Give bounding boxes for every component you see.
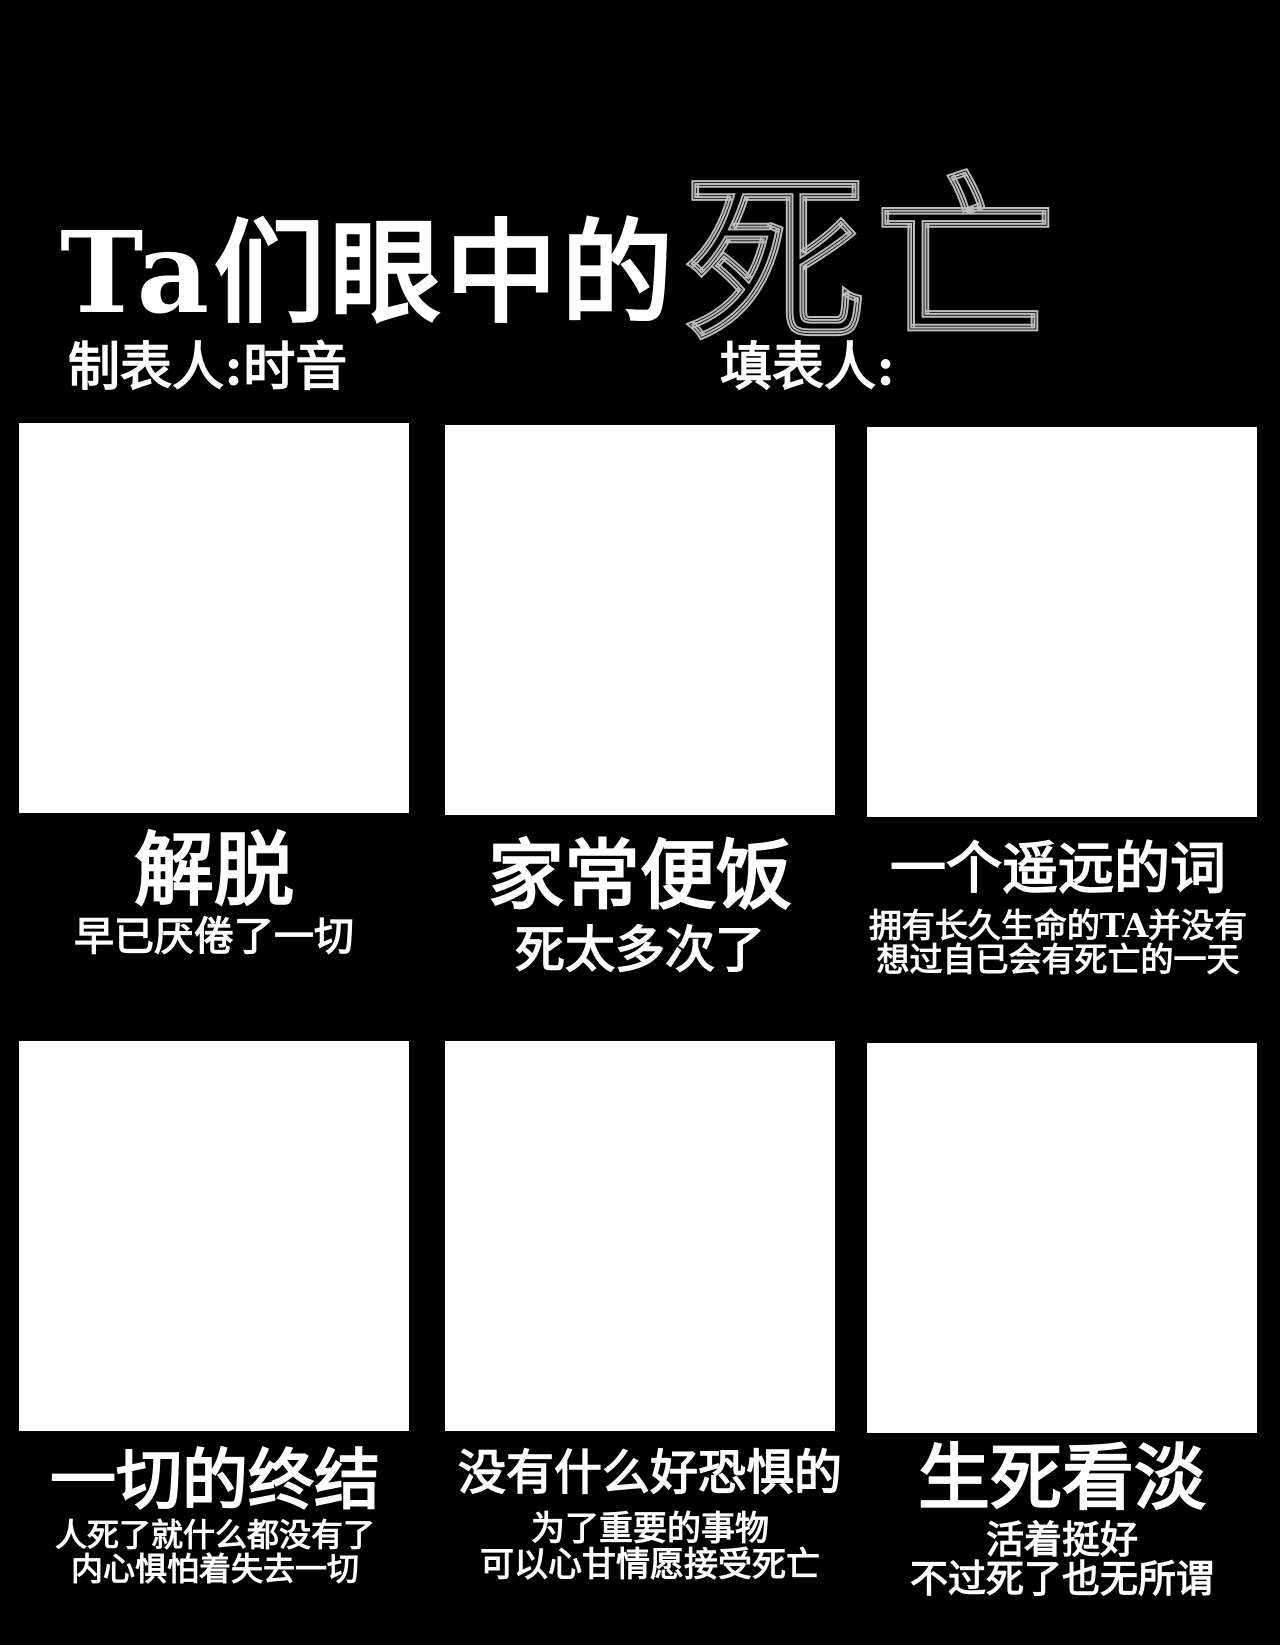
caption-6-line-1: 活着挺好 (985, 1516, 1138, 1562)
caption-2-line-1: 死太多次了 (515, 919, 765, 979)
image-panel-3[interactable] (867, 427, 1257, 817)
caption-6-line-2: 不过死了也无所谓 (909, 1556, 1214, 1602)
image-panel-5[interactable] (445, 1041, 835, 1431)
caption-1-line-1: 早已厌倦了一切 (74, 913, 354, 960)
caption-5-line-1: 为了重要的事物 (531, 1509, 769, 1550)
page-title: Ta们眼中的 死亡 (60, 150, 1065, 353)
image-panel-4[interactable] (19, 1041, 409, 1431)
caption-4-line-1: 人死了就什么都没有了 (54, 1516, 375, 1555)
caption-5-line-2: 可以心甘情愿接受死亡 (480, 1545, 820, 1586)
caption-4-title: 一切的终结 (50, 1441, 380, 1519)
caption-6: 生死看淡 活着挺好 不过死了也无所谓 (867, 1440, 1257, 1599)
caption-5: 没有什么好恐惧的 为了重要的事物 可以心甘情愿接受死亡 (425, 1448, 875, 1584)
caption-2: 家常便饭 死太多次了 (445, 836, 835, 976)
caption-1: 解脱 早已厌倦了一切 (19, 828, 409, 958)
image-panel-1[interactable] (19, 423, 409, 813)
title-main-text: Ta们眼中的 (60, 208, 678, 339)
image-panel-6[interactable] (867, 1043, 1257, 1433)
image-panel-2[interactable] (445, 425, 835, 815)
caption-6-title: 生死看淡 (917, 1435, 1206, 1520)
caption-4: 一切的终结 人死了就什么都没有了 内心惧怕着失去一切 (0, 1441, 430, 1588)
caption-3-line-2: 想过自已会有死亡的一天 (876, 940, 1240, 980)
caption-5-title: 没有什么好恐惧的 (457, 1445, 842, 1501)
caption-4-line-2: 内心惧怕着失去一切 (70, 1549, 359, 1588)
caption-1-title: 解脱 (134, 823, 294, 917)
title-death-text: 死亡 (684, 156, 1066, 367)
caption-2-title: 家常便饭 (488, 831, 792, 920)
caption-3-title: 一个遥远的词 (890, 836, 1226, 902)
filler-label: 填表人: (720, 337, 896, 398)
caption-3-line-1: 拥有长久生命的TA并没有 (868, 905, 1248, 945)
caption-3: 一个遥远的词 拥有长久生命的TA并没有 想过自已会有死亡的一天 (836, 840, 1280, 978)
maker-label: 制表人:时音 (68, 337, 348, 398)
